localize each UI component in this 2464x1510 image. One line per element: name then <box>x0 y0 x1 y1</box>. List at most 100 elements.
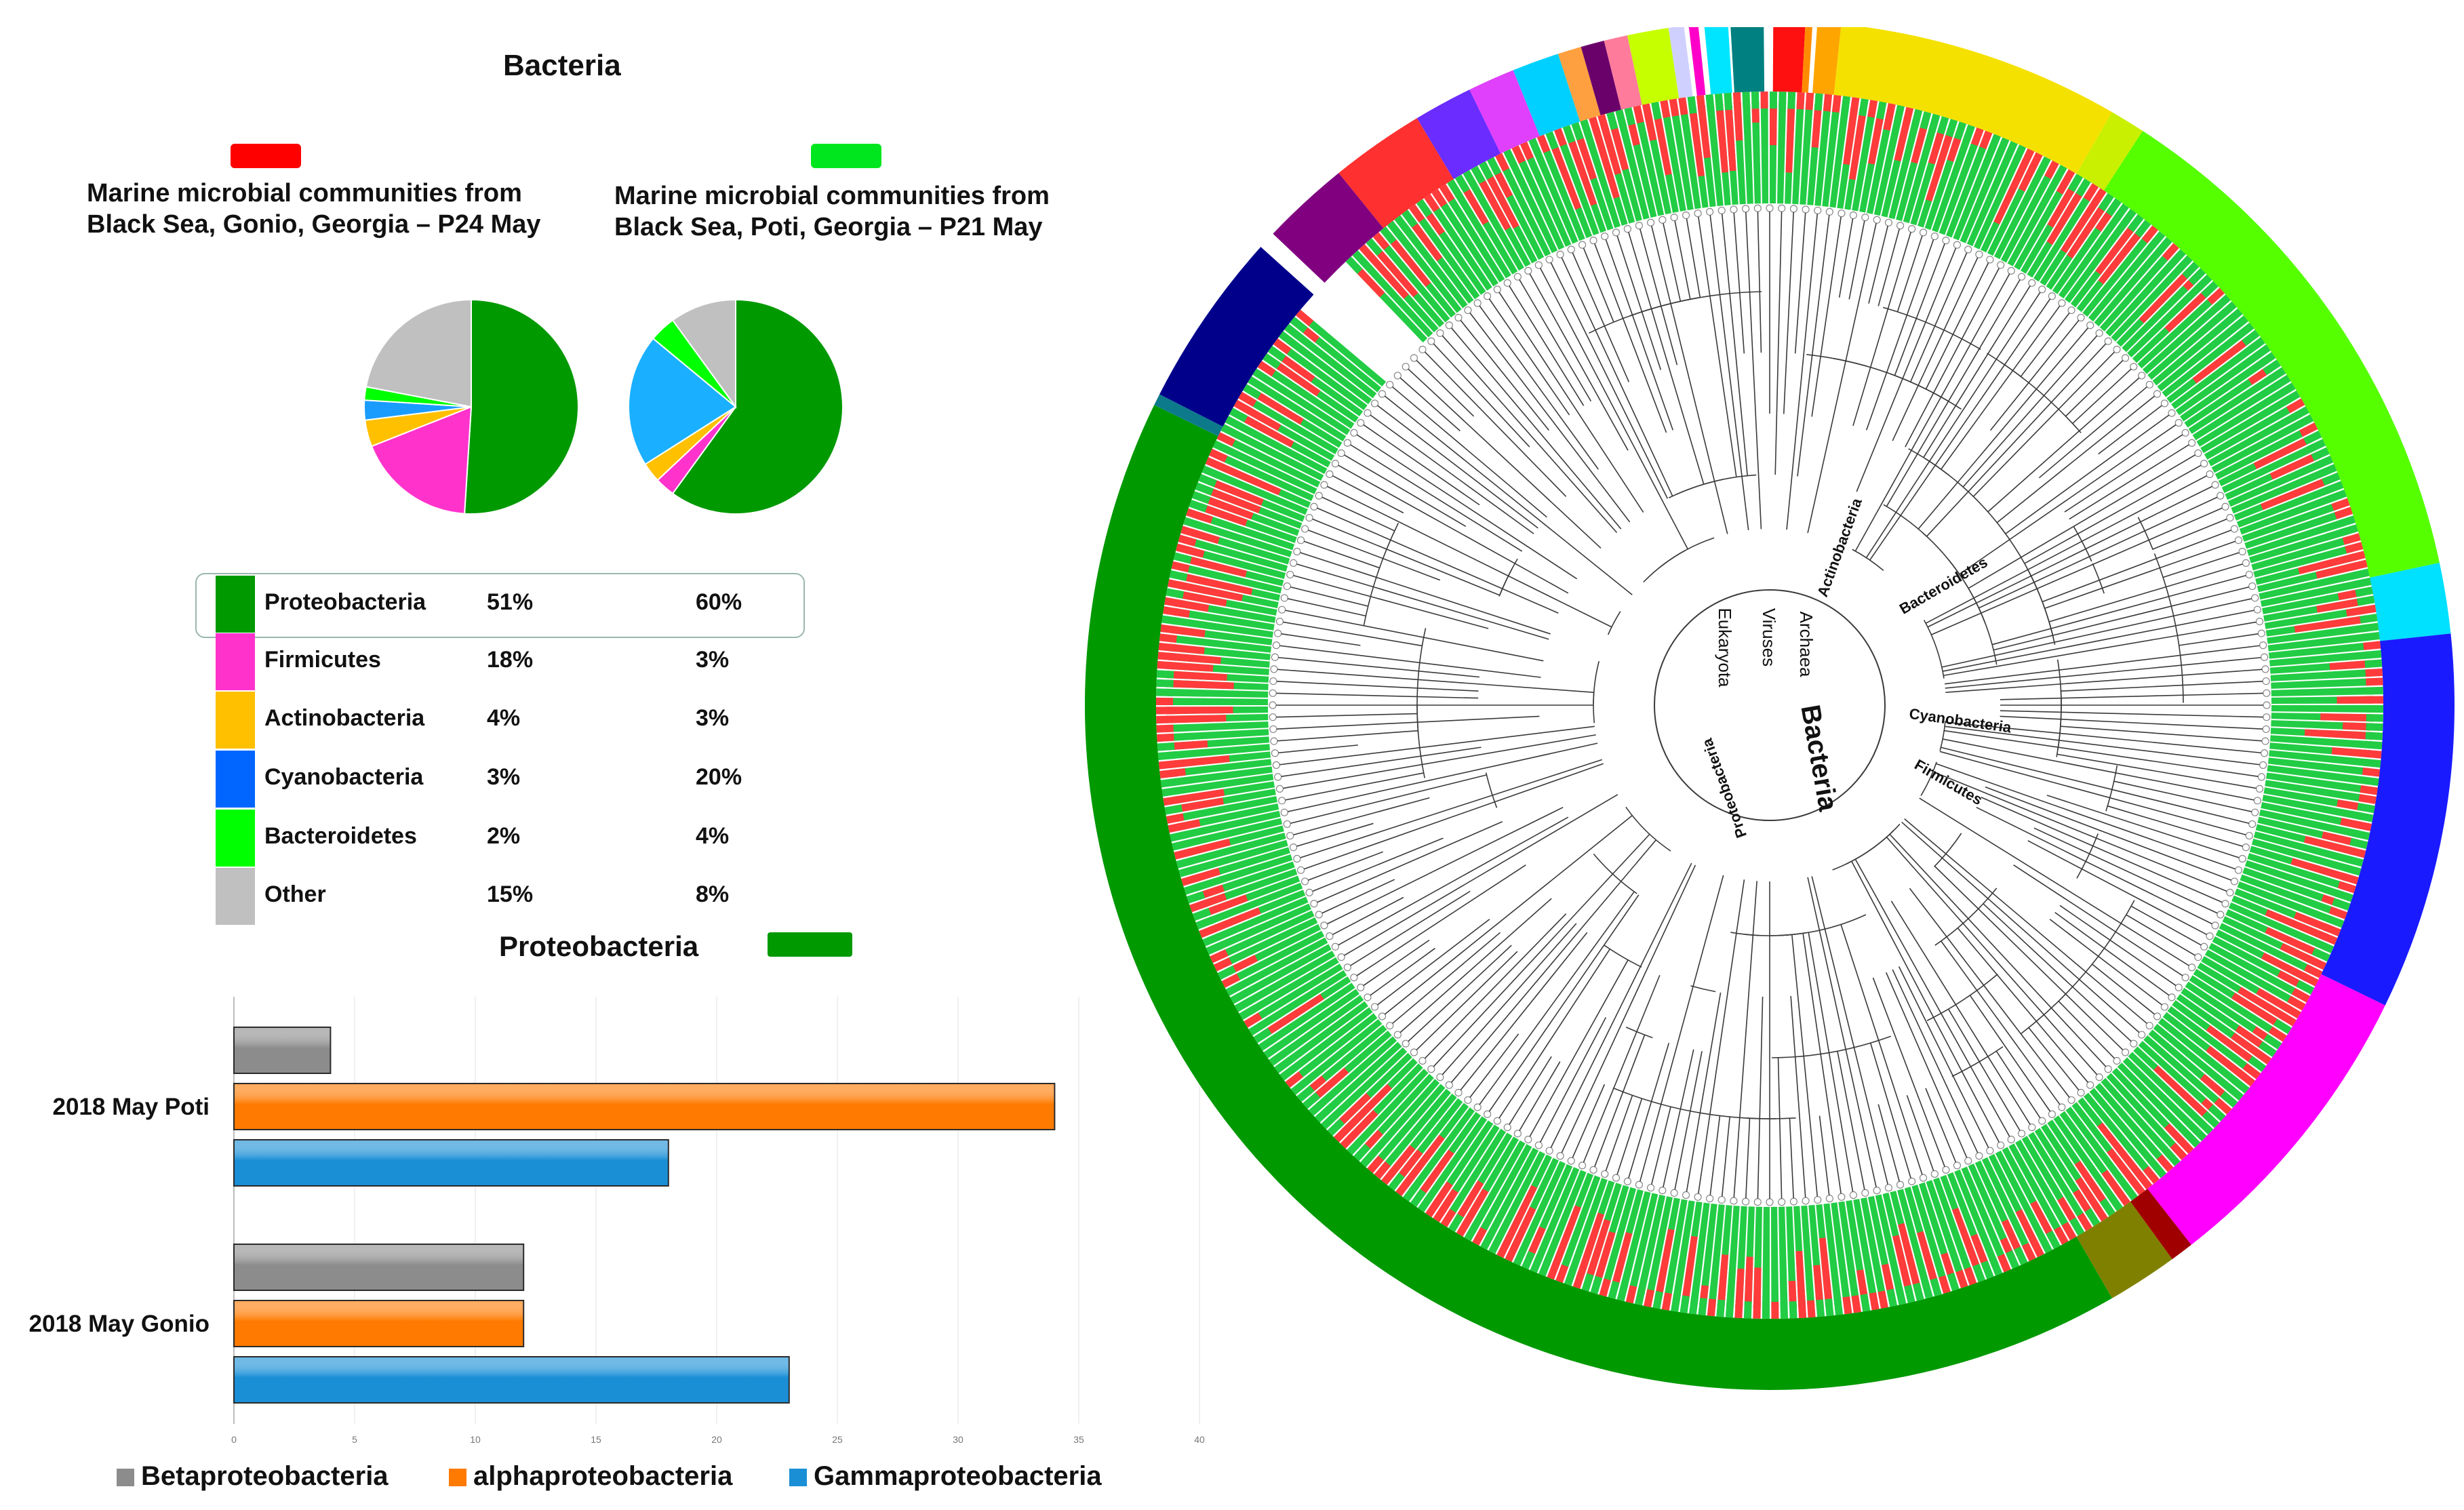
heat-cell-green <box>1166 721 1269 732</box>
heat-cell-green <box>1235 937 1328 991</box>
branch-spoke <box>1287 598 1366 617</box>
branch-spoke <box>1322 879 1395 914</box>
legend-value-gonio: 18% <box>487 647 534 673</box>
heat-cell-top <box>2273 1018 2292 1035</box>
branch-spoke <box>1896 235 1923 313</box>
leaf-node <box>1524 266 1532 275</box>
leaf-node <box>1283 820 1291 829</box>
heat-cell-green <box>2261 802 2362 829</box>
branch-spoke <box>1350 444 1523 552</box>
leaf-node <box>1682 211 1690 220</box>
heat-cell-top <box>1495 153 1510 172</box>
tree-heatmap-rings <box>1156 92 2383 1319</box>
leaf-node <box>1930 1170 1939 1178</box>
heat-cell-red <box>1715 103 1728 173</box>
heat-cell-top <box>1503 148 1517 168</box>
leaf-node <box>2221 502 2229 511</box>
heat-cell-green <box>1814 104 1831 206</box>
heat-cell-top <box>2149 1160 2167 1178</box>
heat-cell-red <box>1408 218 1443 262</box>
branch-arc <box>1593 853 1637 894</box>
heat-cell-green <box>1515 154 1565 250</box>
branch-arc <box>2001 528 2054 639</box>
heat-cell-top <box>1464 1223 1479 1241</box>
branch-spoke <box>1848 220 1865 300</box>
heat-cell-red <box>2256 988 2292 1014</box>
heat-cell-top <box>2128 1177 2145 1195</box>
heat-cell-green <box>2008 1143 2064 1236</box>
branch-spoke <box>1802 933 1842 1194</box>
heat-cell-green <box>1619 1191 1651 1292</box>
leaf-node <box>1493 1117 1501 1125</box>
branch-spoke <box>1442 923 1577 1075</box>
outer-ring-segment-9 <box>1154 394 1223 437</box>
branch-spoke <box>1905 268 2000 448</box>
leaf-node <box>1427 1065 1435 1073</box>
branch-spoke <box>1338 816 1569 946</box>
heat-cell-top <box>1547 1261 1560 1280</box>
leaf-node <box>1964 1157 1972 1165</box>
heat-cell-green <box>2242 867 2341 907</box>
heat-cell-top <box>2334 506 2353 519</box>
gonio-sample-title-line2: Black Sea, Gonio, Georgia – P24 May <box>87 210 541 239</box>
outer-ring-segment-23 <box>1730 27 1765 93</box>
heat-cell-green <box>2128 1052 2206 1128</box>
heat-cell-top <box>1176 856 1195 869</box>
heat-cell-top <box>1180 525 1199 538</box>
heat-cell-green <box>1542 1170 1587 1267</box>
heat-cell-top <box>1248 376 1267 392</box>
branch-spoke <box>2126 914 2195 956</box>
heat-cell-top <box>1625 1285 1637 1304</box>
branch-spoke <box>1941 940 2061 1105</box>
outer-ring-segment-2 <box>2103 130 2440 578</box>
heat-cell-top <box>1157 660 1175 670</box>
heat-cell-green <box>2064 216 2130 303</box>
branch-spoke <box>1370 947 1435 996</box>
heat-cell-top <box>1962 124 1975 143</box>
heat-cell-red <box>1593 1231 1616 1285</box>
heat-cell-green <box>1409 1107 1475 1194</box>
heat-cell-green <box>1663 1199 1688 1300</box>
heat-cell-top <box>2339 524 2359 536</box>
poti-slice-other <box>671 298 736 410</box>
heat-cell-top <box>2347 551 2366 563</box>
heat-cell-top <box>2334 889 2353 902</box>
leaf-node <box>2174 419 2183 427</box>
legend-alphaproteobacteria: alphaproteobacteria <box>449 1461 732 1492</box>
leaf-node <box>1670 214 1678 222</box>
heat-cell-top <box>1789 1301 1797 1319</box>
heat-cell-green <box>2105 256 2179 337</box>
heat-cell-top <box>1164 804 1183 815</box>
branch-spoke <box>1594 1034 1646 1167</box>
heat-cell-red <box>1179 572 1253 595</box>
heat-cell-green <box>2015 1139 2071 1232</box>
heat-cell-top <box>2225 1084 2244 1101</box>
leaf-node <box>2160 1003 2169 1011</box>
heat-cell-green <box>1298 1018 1383 1089</box>
branch-arc <box>1659 537 1715 568</box>
branch-spoke <box>1877 1104 1901 1182</box>
heat-cell-green <box>2262 589 2364 614</box>
leaf-node <box>2217 911 2225 919</box>
legend-value-poti: 3% <box>696 705 730 731</box>
outer-ring-segment-11 <box>1273 173 1384 283</box>
heat-cell-red <box>1813 1265 1824 1307</box>
heat-cell-green <box>2271 678 2373 689</box>
branch-arc <box>1772 1035 1892 1058</box>
branch-spoke <box>1498 292 1644 513</box>
leaf-node <box>2245 570 2253 579</box>
leaf-node <box>1753 204 1762 212</box>
branch-spoke <box>1392 386 1547 518</box>
heat-cell-top <box>2361 622 2379 633</box>
heat-cell-red <box>1167 740 1208 751</box>
heat-cell-top <box>1209 448 1228 463</box>
branch-spoke <box>1312 518 1501 596</box>
leaf-node <box>1658 216 1667 224</box>
heat-cell-top <box>1972 1263 1985 1283</box>
outer-ring-segment-6 <box>2130 1189 2191 1260</box>
heat-cell-red <box>1166 715 1227 723</box>
heat-cell-red <box>1461 1188 1489 1228</box>
heat-cell-top <box>2247 337 2265 353</box>
outer-ring-segment-10 <box>1159 247 1314 427</box>
branch-spoke <box>1300 759 1602 858</box>
